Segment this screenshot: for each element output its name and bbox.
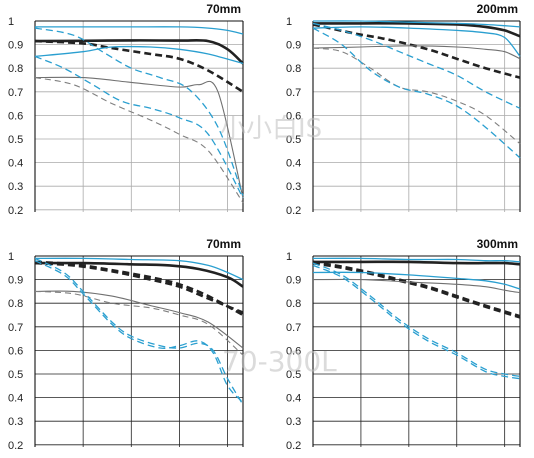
mtf-curve-thick-sag xyxy=(35,39,244,65)
y-tick-label: 0.2 xyxy=(286,205,301,217)
mtf-curve-blue-mer xyxy=(35,257,244,406)
mtf-panel-4: 1 0.9 0.8 0.7 0.6 0.5 0.4 0.3 0.2 300mm xyxy=(286,237,521,452)
mtf-curve-blue-mer xyxy=(313,262,521,378)
mtf-curve-blue-mer xyxy=(313,22,521,109)
mtf-curve-blue-mer xyxy=(313,264,521,380)
mtf-panel-2: 1 0.9 0.8 0.7 0.6 0.5 0.4 0.3 0.2 200mm xyxy=(286,2,521,217)
mtf-curve-thin-sag xyxy=(35,290,244,349)
y-tick-label: 0.4 xyxy=(8,158,23,170)
mtf-curve-thick-mer xyxy=(35,261,244,314)
y-tick-label: 0.8 xyxy=(286,63,301,75)
mtf-curve-thin-sag xyxy=(313,45,521,60)
y-tick-label: 0.6 xyxy=(286,345,301,357)
y-tick-label: 0.5 xyxy=(286,134,301,146)
y-tick-label: 0.5 xyxy=(8,134,23,146)
mtf-panel-1: 1 0.9 0.8 0.7 0.6 0.5 0.4 0.3 0.2 70mm xyxy=(8,2,244,217)
y-tick-label: 0.8 xyxy=(8,298,23,310)
mtf-curve-thick-sag xyxy=(313,260,521,266)
mtf-curve-blue-sag xyxy=(313,257,521,263)
mtf-curve-blue-mer xyxy=(35,27,244,196)
mtf-curve-blue-sag xyxy=(313,271,521,290)
y-tick-label: 1 xyxy=(8,251,14,263)
y-tick-label: 0.9 xyxy=(8,275,23,287)
mtf-curve-thin-mer xyxy=(35,77,244,204)
y-tick-label: 0.8 xyxy=(8,63,23,75)
y-tick-label: 0.4 xyxy=(286,158,301,170)
y-tick-label: 0.4 xyxy=(286,393,301,405)
y-tick-label: 1 xyxy=(8,16,14,28)
y-tick-label: 0.7 xyxy=(8,87,23,99)
y-tick-label: 1 xyxy=(286,251,292,263)
mtf-curve-blue-sag xyxy=(313,26,521,57)
mtf-panel-3: 1 0.9 0.8 0.7 0.6 0.5 0.4 0.3 0.2 70mm xyxy=(8,237,244,452)
y-tick-label: 0.2 xyxy=(286,440,301,452)
mtf-curve-thin-mer xyxy=(313,47,521,145)
y-tick-label: 0.3 xyxy=(8,181,23,193)
y-tick-label: 0.7 xyxy=(286,87,301,99)
y-tick-label: 0.9 xyxy=(8,40,23,52)
panel-title: 300mm xyxy=(477,237,518,251)
y-tick-label: 0.4 xyxy=(8,393,23,405)
mtf-curve-thick-sag xyxy=(313,22,521,38)
y-tick-label: 0.5 xyxy=(286,369,301,381)
mtf-curve-blue-sag xyxy=(35,257,244,281)
y-tick-label: 0.9 xyxy=(286,275,301,287)
mtf-curve-thin-sag xyxy=(313,278,521,294)
panel-title: 70mm xyxy=(206,2,241,16)
mtf-curve-blue-mer xyxy=(35,55,244,199)
mtf-curve-thick-mer xyxy=(35,39,244,93)
mtf-curve-thick-sag xyxy=(35,261,244,288)
y-tick-label: 0.8 xyxy=(286,298,301,310)
mtf-curve-blue-mer xyxy=(313,27,521,159)
y-tick-label: 0.3 xyxy=(286,416,301,428)
y-tick-label: 0.3 xyxy=(286,181,301,193)
panel-title: 70mm xyxy=(206,237,241,251)
y-tick-label: 0.9 xyxy=(286,40,301,52)
mtf-curve-blue-mer xyxy=(35,260,244,403)
mtf-curve-blue-sag xyxy=(313,20,521,28)
mtf-curve-thin-sag xyxy=(35,76,244,199)
y-tick-label: 0.6 xyxy=(8,110,23,122)
y-tick-label: 0.6 xyxy=(286,110,301,122)
mtf-curve-blue-sag xyxy=(35,26,244,35)
mtf-curve-thick-mer xyxy=(35,260,244,317)
y-tick-label: 0.7 xyxy=(8,322,23,334)
y-tick-label: 0.6 xyxy=(8,345,23,357)
y-tick-label: 0.5 xyxy=(8,369,23,381)
y-tick-label: 0.7 xyxy=(286,322,301,334)
panel-title: 200mm xyxy=(477,2,518,16)
mtf-curve-thick-mer xyxy=(313,23,521,79)
mtf-curve-thick-mer xyxy=(313,261,521,319)
y-tick-label: 0.2 xyxy=(8,440,23,452)
y-tick-label: 0.2 xyxy=(8,205,23,217)
y-tick-label: 0.3 xyxy=(8,416,23,428)
mtf-curve-blue-sag xyxy=(35,45,244,65)
y-tick-label: 1 xyxy=(286,16,292,28)
